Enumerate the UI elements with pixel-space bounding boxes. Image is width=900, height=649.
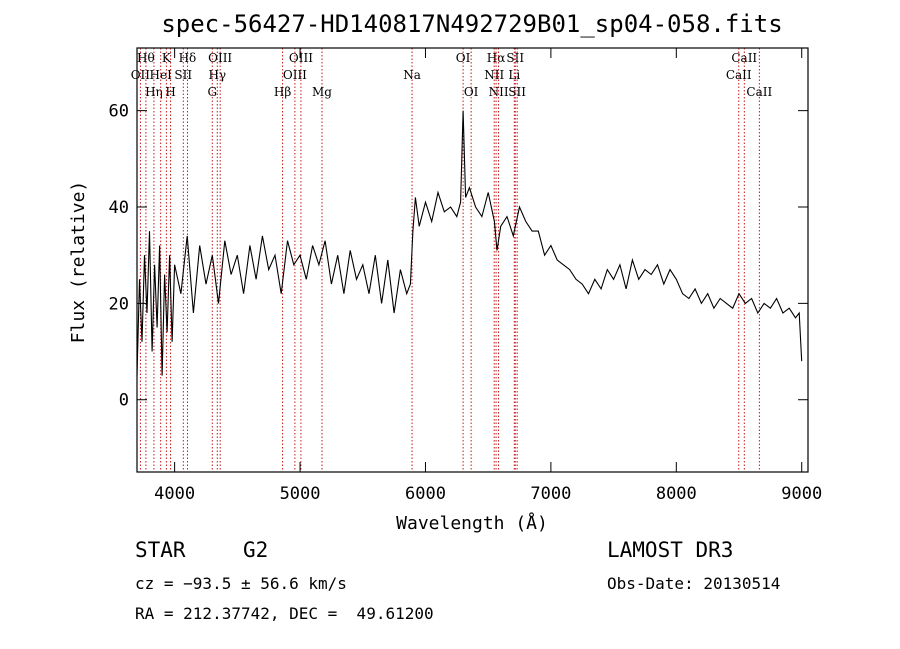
x-tick-label: 6000	[405, 484, 446, 504]
line-label: CaII	[731, 51, 757, 65]
line-label: HeI	[150, 68, 173, 82]
survey-name: LAMOST DR3	[607, 538, 734, 562]
ra-dec: RA = 212.37742, DEC = 49.61200	[135, 604, 434, 623]
line-label: Hθ	[137, 51, 155, 65]
line-label: SII	[506, 51, 524, 65]
line-label: Li	[508, 68, 520, 82]
y-tick-label: 40	[109, 198, 129, 218]
x-tick-label: 7000	[530, 484, 571, 504]
redshift-cz: cz = −93.5 ± 56.6 km/s	[135, 574, 347, 593]
line-label: OI	[464, 85, 479, 99]
line-label: CaII	[746, 85, 772, 99]
object-class: STAR	[135, 538, 186, 562]
line-label: SII	[174, 68, 192, 82]
y-tick-label: 20	[109, 294, 129, 314]
line-label: Hη	[145, 85, 163, 99]
line-label: OI	[456, 51, 471, 65]
line-label: H	[165, 85, 175, 99]
line-label: OIII	[208, 51, 232, 65]
spectral-subclass: G2	[243, 538, 269, 562]
line-label: Hβ	[274, 85, 291, 99]
x-tick-label: 9000	[781, 484, 822, 504]
line-label: NII	[484, 68, 504, 82]
axis-ticks: 4000 5000 6000 7000 8000 9000 0 20 40 60	[109, 48, 822, 504]
line-label: K	[162, 51, 172, 65]
x-axis-label: Wavelength (Å)	[396, 512, 548, 534]
line-label: Mg	[312, 85, 332, 99]
line-label: OII	[131, 68, 151, 82]
line-label: Hγ	[208, 68, 226, 82]
line-label: G	[207, 85, 217, 99]
x-tick-label: 4000	[154, 484, 195, 504]
line-label: Na	[403, 68, 421, 82]
line-label: Hα	[487, 51, 506, 65]
observation-date: Obs-Date: 20130514	[607, 574, 781, 593]
chart-title: spec-56427-HD140817N492729B01_sp04-058.f…	[161, 10, 782, 38]
line-label: Hδ	[179, 51, 197, 65]
line-label: OIII	[283, 68, 307, 82]
line-label: CaII	[726, 68, 752, 82]
x-tick-label: 5000	[280, 484, 321, 504]
y-axis-label: Flux (relative)	[68, 181, 89, 344]
line-label: NII	[489, 85, 509, 99]
spectrum-line	[136, 110, 803, 376]
line-label: OIII	[289, 51, 313, 65]
x-tick-label: 8000	[656, 484, 697, 504]
y-tick-label: 0	[119, 391, 129, 411]
plot-frame	[136, 47, 809, 473]
emission-line-markers: OII Hθ Hη K HeI H SII Hδ OIII Hγ G Hβ OIII OIII Mg Na OI…	[131, 48, 772, 472]
spectrum-chart: spec-56427-HD140817N492729B01_sp04-058.f…	[68, 10, 822, 534]
y-tick-label: 60	[109, 102, 129, 122]
line-label: SII	[508, 85, 526, 99]
